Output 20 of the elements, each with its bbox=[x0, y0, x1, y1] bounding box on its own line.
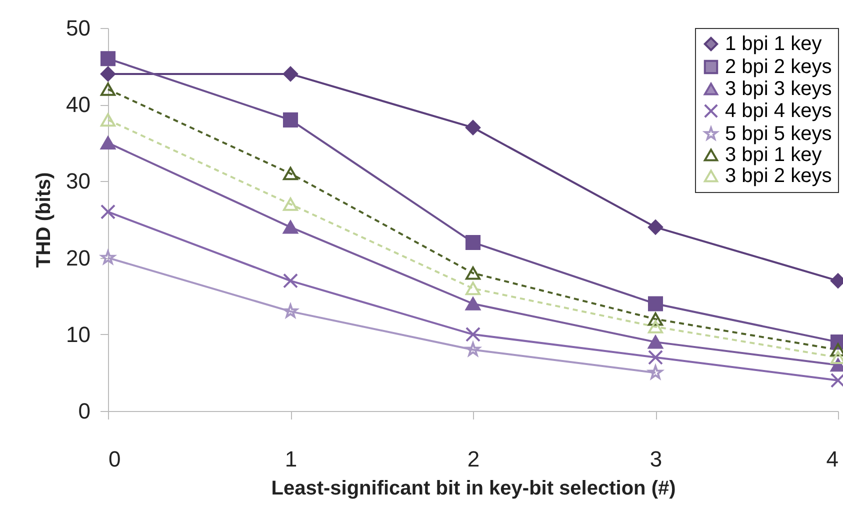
x-tick-label: 3 bbox=[650, 446, 662, 472]
x-tick-label: 2 bbox=[467, 446, 480, 472]
x-tick-label: 0 bbox=[108, 446, 121, 472]
x-axis-title: Least-significant bit in key-bit selection (#) bbox=[271, 478, 676, 500]
legend-label: 5 bpi 5 keys bbox=[725, 123, 832, 145]
y-axis-title: THD (bits) bbox=[33, 172, 56, 268]
legend-label: 3 bpi 2 keys bbox=[725, 165, 832, 187]
legend-label: 3 bpi 3 keys bbox=[725, 78, 832, 100]
y-tick-label: 10 bbox=[66, 322, 90, 347]
legend-label: 4 bpi 4 keys bbox=[725, 100, 832, 122]
y-tick-label: 30 bbox=[66, 168, 90, 194]
legend-label: 2 bpi 2 keys bbox=[725, 56, 832, 78]
legend-label: 1 bpi 1 key bbox=[725, 33, 822, 55]
x-tick-label: 4 bbox=[826, 446, 838, 472]
legend-label: 3 bpi 1 key bbox=[725, 144, 822, 166]
y-tick-label: 0 bbox=[78, 398, 90, 424]
y-tick-label: 40 bbox=[66, 92, 90, 118]
y-tick-label: 20 bbox=[66, 245, 90, 270]
x-tick-label: 1 bbox=[284, 446, 298, 472]
y-tick-label: 50 bbox=[66, 16, 90, 40]
